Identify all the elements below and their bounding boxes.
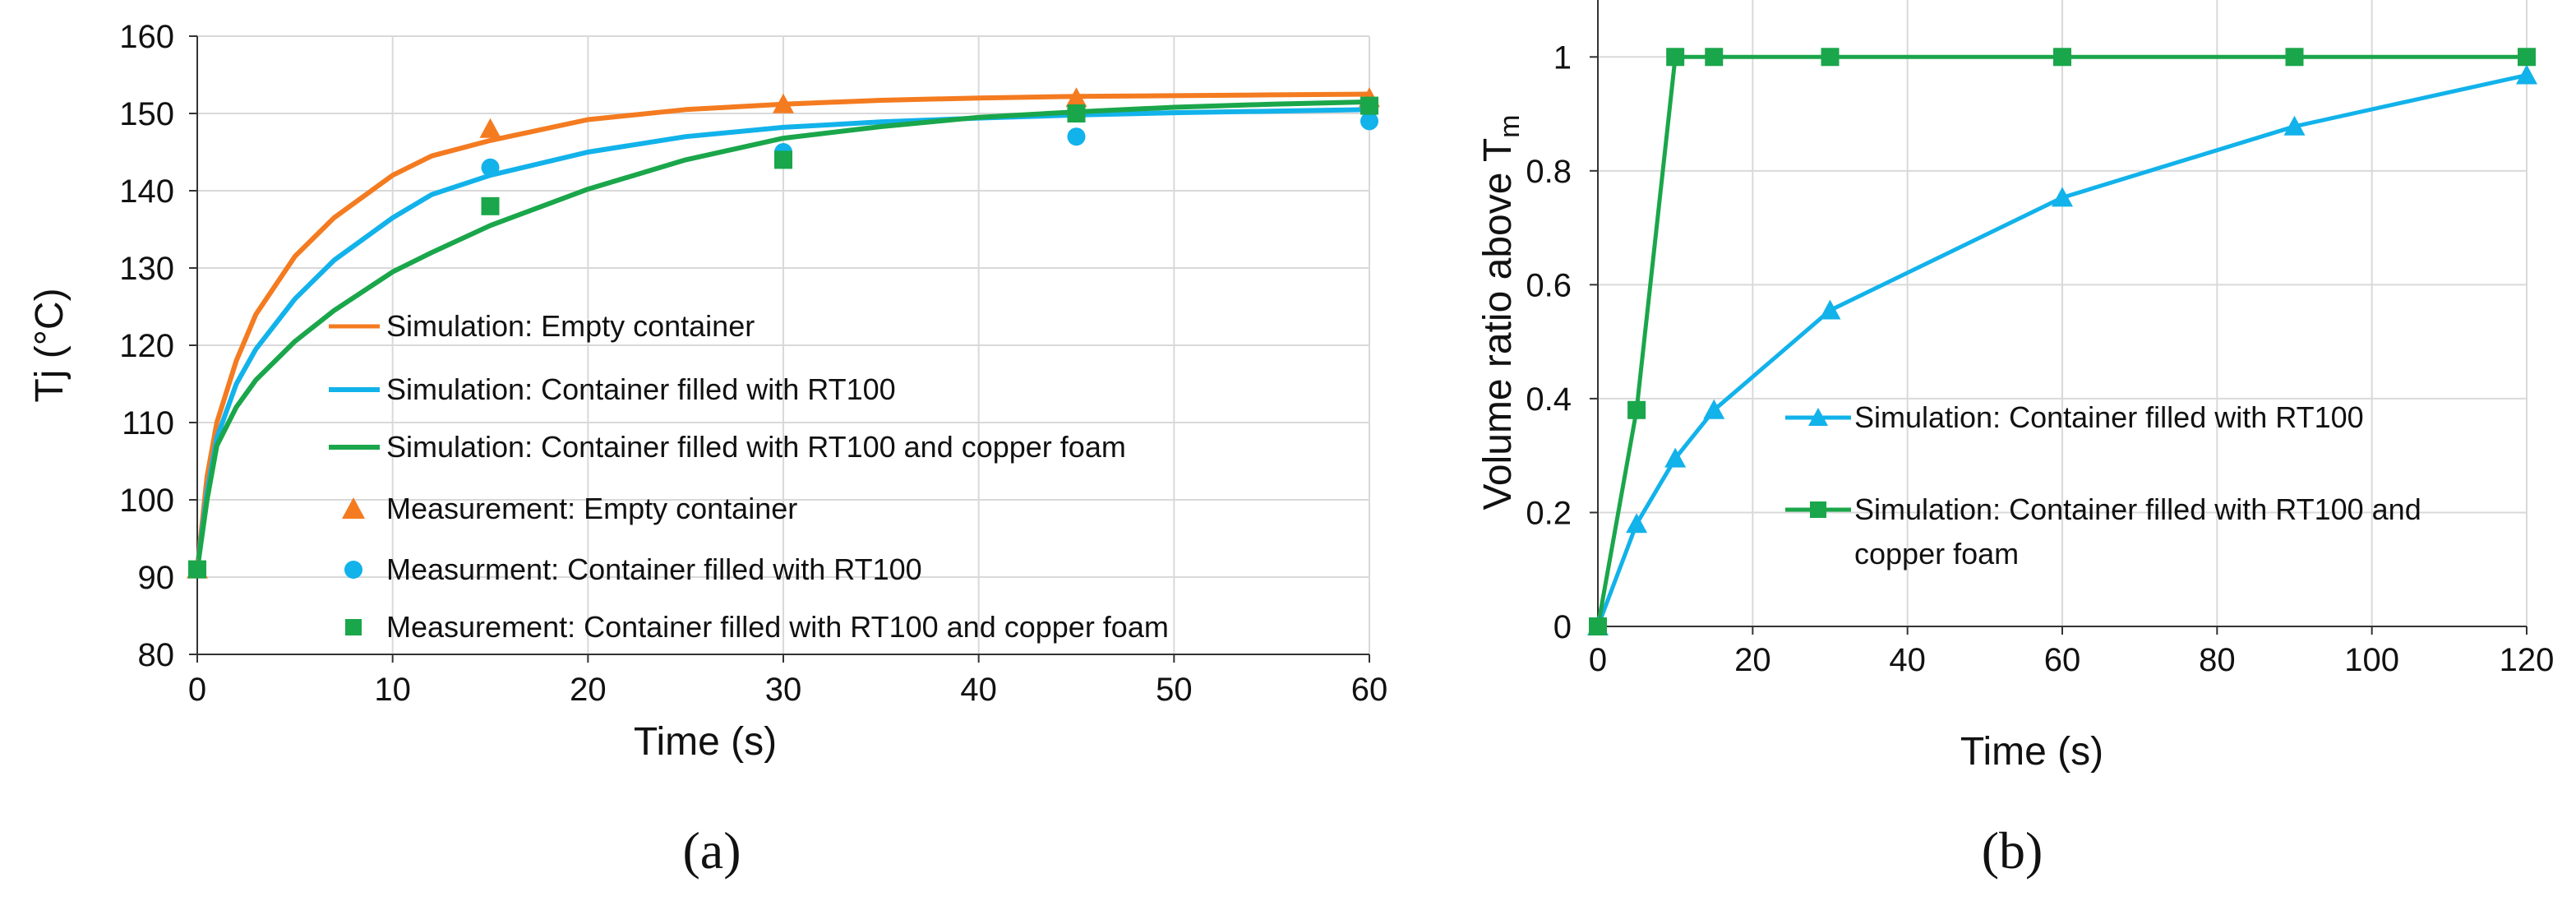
y-tick-label: 150 bbox=[119, 96, 174, 132]
y-tick-label: 90 bbox=[138, 560, 175, 596]
data-point-square bbox=[2053, 48, 2071, 67]
data-point-triangle bbox=[2052, 187, 2073, 207]
legend-label-meas-empty: Measurement: Empty container bbox=[386, 492, 797, 525]
chart-b-x-tick-labels: 0 20 40 60 80 100 120 bbox=[1589, 642, 2555, 678]
data-point-triangle bbox=[479, 118, 501, 138]
legend-label-b-copper-line2: copper foam bbox=[1854, 537, 2019, 571]
series-line-1 bbox=[1595, 54, 2527, 627]
chart-b-x-axis-title: Time (s) bbox=[1960, 730, 2103, 774]
chart-b-y-axis-title: Volume ratio above Tm bbox=[1476, 114, 1526, 510]
data-point-square bbox=[188, 560, 206, 579]
chart-b-caption: (b) bbox=[1982, 821, 2043, 880]
chart-a-x-axis-title: Time (s) bbox=[634, 720, 777, 764]
data-point-square bbox=[1589, 617, 1607, 635]
y-tick-label: 130 bbox=[119, 251, 174, 287]
legend-marker-meas-rt100 bbox=[344, 561, 362, 579]
chart-b: 0 20 40 60 80 100 120 00.20.40.60.81 Time (s) … bbox=[1476, 0, 2554, 880]
x-tick-label: 40 bbox=[960, 672, 997, 708]
x-tick-label: 20 bbox=[570, 672, 607, 708]
legend-marker-meas-empty bbox=[342, 497, 365, 519]
x-tick-label: 100 bbox=[2344, 642, 2399, 678]
data-point-square bbox=[2285, 48, 2304, 67]
legend-label-sim-copper: Simulation: Container filled with RT100 … bbox=[386, 430, 1126, 464]
y-tick-label: 100 bbox=[119, 483, 174, 519]
data-point-triangle bbox=[1065, 87, 1087, 108]
legend-label-b-copper-line1: Simulation: Container filled with RT100 … bbox=[1854, 492, 2421, 526]
data-point-square bbox=[1067, 104, 1086, 122]
y-tick-label: 80 bbox=[138, 637, 175, 673]
y-tick-label: 120 bbox=[119, 328, 174, 364]
y-tick-label: 1 bbox=[1553, 39, 1572, 76]
legend-marker-b-copper bbox=[1810, 501, 1826, 518]
legend-label-meas-copper: Measurement: Container filled with RT100… bbox=[386, 610, 1169, 644]
legend-marker-b-rt100 bbox=[1808, 408, 1828, 426]
legend-label-b-rt100: Simulation: Container filled with RT100 bbox=[1854, 400, 2364, 434]
data-point-triangle bbox=[1664, 447, 1687, 468]
data-point-square bbox=[2518, 48, 2536, 67]
chart-b-markers bbox=[1587, 48, 2537, 635]
x-tick-label: 60 bbox=[1351, 672, 1388, 708]
chart-b-series bbox=[1595, 54, 2528, 627]
legend-label-meas-rt100: Measurment: Container filled with RT100 bbox=[386, 552, 922, 586]
data-point-square bbox=[1705, 48, 1724, 67]
y-tick-label: 0 bbox=[1553, 609, 1572, 645]
data-point-square bbox=[1360, 96, 1378, 115]
chart-b-legend: Simulation: Container filled with RT100 … bbox=[1785, 400, 2421, 571]
data-point-triangle bbox=[2283, 115, 2306, 136]
x-tick-label: 20 bbox=[1734, 642, 1771, 678]
y-tick-label: 110 bbox=[122, 405, 174, 441]
x-tick-label: 10 bbox=[374, 672, 411, 708]
chart-a-y-tick-labels: 80 90 100 110 120 130 140 150 160 bbox=[119, 19, 174, 673]
x-tick-label: 40 bbox=[1889, 642, 1926, 678]
x-tick-label: 80 bbox=[2199, 642, 2236, 678]
data-point-triangle bbox=[773, 93, 794, 113]
data-point-triangle bbox=[2516, 64, 2537, 85]
x-tick-label: 30 bbox=[765, 672, 802, 708]
chart-a-markers bbox=[187, 87, 1380, 579]
chart-b-y-axis-title-main: Volume ratio above T bbox=[1476, 138, 1520, 511]
data-point-square bbox=[481, 196, 500, 215]
chart-b-y-tick-labels: 0 0.2 0.4 0.6 0.8 1 bbox=[1526, 39, 1572, 645]
x-tick-label: 50 bbox=[1156, 672, 1193, 708]
x-tick-label: 60 bbox=[2044, 642, 2081, 678]
series-line-0 bbox=[1595, 72, 2528, 627]
data-point-triangle bbox=[1703, 399, 1725, 419]
chart-b-y-axis-title-subscript: m bbox=[1494, 114, 1526, 137]
chart-a-legend: Simulation: Empty container Simulation: … bbox=[329, 309, 1169, 644]
x-tick-label: 0 bbox=[188, 672, 206, 708]
data-point-square bbox=[774, 150, 792, 169]
data-point-square bbox=[1627, 400, 1646, 419]
legend-marker-meas-copper bbox=[345, 619, 362, 635]
x-tick-label: 0 bbox=[1589, 642, 1607, 678]
y-tick-label: 140 bbox=[119, 173, 174, 210]
data-point-circle bbox=[481, 158, 500, 177]
chart-a-y-axis-title: Tj (°C) bbox=[28, 288, 72, 402]
data-point-triangle bbox=[1626, 513, 1648, 534]
data-point-square bbox=[1821, 48, 1840, 67]
chart-a: 0 10 20 30 40 50 60 8090100110120130140150160 … bbox=[28, 19, 1387, 880]
chart-a-caption: (a) bbox=[682, 821, 741, 880]
chart-b-axes bbox=[1590, 0, 2528, 635]
legend-label-sim-rt100: Simulation: Container filled with RT100 bbox=[386, 372, 896, 406]
chart-a-x-tick-labels: 0 10 20 30 40 50 60 bbox=[188, 672, 1387, 708]
y-tick-label: 0.6 bbox=[1526, 267, 1572, 303]
legend-label-sim-empty: Simulation: Empty container bbox=[386, 309, 755, 343]
y-tick-label: 160 bbox=[119, 19, 174, 55]
data-point-circle bbox=[1067, 127, 1086, 146]
data-point-circle bbox=[1360, 112, 1378, 131]
y-tick-label: 0.8 bbox=[1526, 154, 1572, 190]
y-tick-label: 0.4 bbox=[1526, 381, 1572, 418]
data-point-triangle bbox=[1819, 299, 1841, 320]
y-tick-label: 0.2 bbox=[1526, 495, 1572, 531]
data-point-square bbox=[1666, 48, 1685, 67]
x-tick-label: 120 bbox=[2500, 642, 2555, 678]
